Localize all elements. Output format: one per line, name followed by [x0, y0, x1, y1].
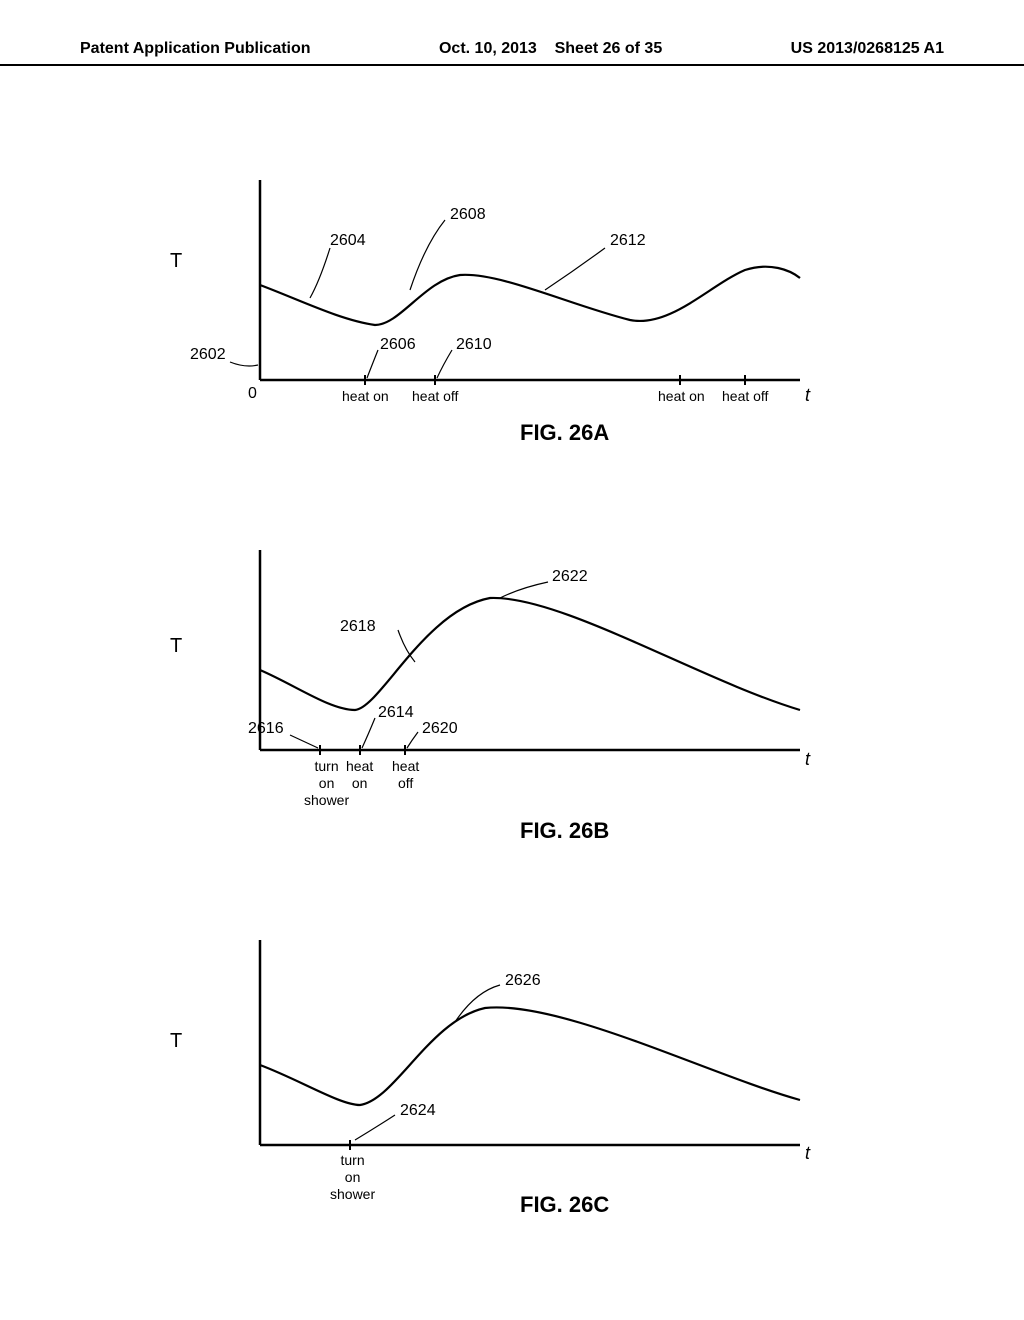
callout-2612: 2612	[610, 232, 646, 250]
x-axis-label: t	[805, 385, 810, 406]
page: Patent Application Publication Oct. 10, …	[0, 0, 1024, 1320]
page-header: Patent Application Publication Oct. 10, …	[0, 40, 1024, 66]
tick-heat-off-1: heat off	[412, 388, 458, 405]
callout-2602: 2602	[190, 346, 226, 364]
figure-26a: T 0 2602 2604 2606 2608 2610 2612 heat o…	[200, 170, 820, 450]
x-axis-label: t	[805, 1143, 810, 1164]
x-axis-label: t	[805, 749, 810, 770]
tick-heat-on-1: heat on	[342, 388, 389, 405]
figure-26b: T 2616 2614 2618 2620 2622 turn on showe…	[200, 540, 820, 850]
tick-heat-on-2: heat on	[658, 388, 705, 405]
callout-2620: 2620	[422, 720, 458, 738]
y-axis-label: T	[170, 1030, 182, 1053]
figure-title-c: FIG. 26C	[520, 1192, 609, 1218]
pub-number: US 2013/0268125 A1	[791, 40, 944, 58]
pub-type: Patent Application Publication	[80, 40, 311, 58]
callout-2622: 2622	[552, 568, 588, 586]
tick-turn-on-shower: turn on shower	[330, 1152, 375, 1202]
tick-heat-off-2: heat off	[722, 388, 768, 405]
y-axis-label: T	[170, 250, 182, 273]
figure-title-b: FIG. 26B	[520, 818, 609, 844]
callout-2618: 2618	[340, 618, 376, 636]
callout-2624: 2624	[400, 1102, 436, 1120]
pub-date: Oct. 10, 2013	[439, 40, 537, 57]
sheet-info: Sheet 26 of 35	[555, 40, 663, 57]
tick-heat-off: heat off	[392, 758, 419, 792]
chart-26b	[200, 540, 820, 850]
callout-2614: 2614	[378, 704, 414, 722]
callout-2604: 2604	[330, 232, 366, 250]
callout-2608: 2608	[450, 206, 486, 224]
callout-2626: 2626	[505, 972, 541, 990]
tick-turn-on-shower: turn on shower	[304, 758, 349, 808]
figure-26c: T 2624 2626 turn on shower t FIG. 26C	[200, 930, 820, 1240]
figure-title-a: FIG. 26A	[520, 420, 609, 446]
chart-26a	[200, 170, 820, 450]
callout-2606: 2606	[380, 336, 416, 354]
tick-heat-on: heat on	[346, 758, 373, 792]
callout-2610: 2610	[456, 336, 492, 354]
y-axis-label: T	[170, 635, 182, 658]
callout-2616: 2616	[248, 720, 284, 738]
origin-label: 0	[248, 385, 257, 403]
